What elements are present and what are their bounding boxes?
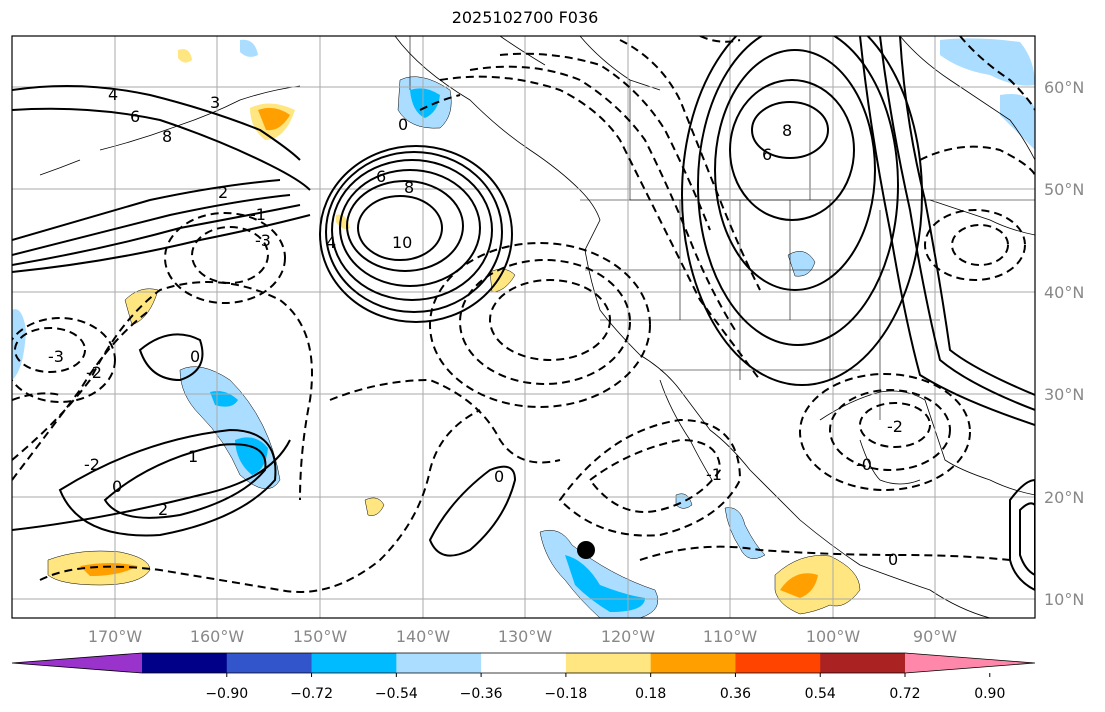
- dashed-contours: [12, 36, 1035, 593]
- lat-label: 20°N: [1044, 488, 1084, 507]
- blue-shading: [12, 38, 1035, 618]
- map-frame: [11, 35, 1036, 619]
- colorbar-segment: [142, 653, 228, 673]
- lon-label: 100°W: [806, 627, 861, 646]
- colorbar-tick-label: −0.90: [205, 686, 248, 702]
- colorbar-segment: [311, 653, 397, 673]
- svg-text:6: 6: [376, 167, 386, 186]
- colorbar-tick-label: 0.72: [889, 686, 920, 702]
- colorbar-extend-low: [12, 653, 142, 673]
- colorbar-outline: [11, 652, 1036, 674]
- svg-text:8: 8: [782, 121, 792, 140]
- colorbar-tick-label: −0.72: [290, 686, 333, 702]
- svg-text:-1: -1: [250, 205, 266, 224]
- svg-text:2: 2: [158, 500, 168, 519]
- contour-labels: 6 8 10 6 8 4 3 2 -2 -3 -1 0 0 0 -2 -0 0 …: [48, 85, 903, 569]
- svg-text:6: 6: [130, 107, 140, 126]
- colorbar-segment: [820, 653, 906, 673]
- svg-text:4: 4: [108, 85, 118, 104]
- colorbar-extend-high: [905, 653, 1035, 673]
- colorbar-segment: [650, 653, 736, 673]
- colorbar-tick-label: 0.90: [974, 686, 1005, 702]
- lat-label: 50°N: [1044, 180, 1084, 199]
- lat-label: 60°N: [1044, 78, 1084, 97]
- coastlines: [39, 36, 1035, 618]
- lat-label: 40°N: [1044, 283, 1084, 302]
- colorbar-tick-label: −0.36: [460, 686, 503, 702]
- lat-label: 30°N: [1044, 385, 1084, 404]
- svg-text:0: 0: [190, 347, 200, 366]
- svg-text:-1: -1: [706, 465, 722, 484]
- lon-label: 160°W: [190, 627, 245, 646]
- longitude-labels: 170°W 160°W 150°W 140°W 130°W 120°W 110°…: [88, 627, 957, 646]
- svg-text:-2: -2: [887, 417, 903, 436]
- lon-label: 110°W: [703, 627, 758, 646]
- colorbar-tick-label: −0.18: [544, 686, 587, 702]
- svg-text:-2: -2: [84, 455, 100, 474]
- colorbar-tick-label: 0.18: [635, 686, 666, 702]
- colorbar-segment: [481, 653, 567, 673]
- lon-label: 120°W: [601, 627, 656, 646]
- svg-text:10: 10: [392, 233, 412, 252]
- colorbar-segment: [565, 653, 652, 673]
- svg-text:-3: -3: [255, 231, 271, 250]
- map-title: 2025102700 F036: [451, 8, 599, 27]
- svg-text:8: 8: [162, 127, 172, 146]
- svg-text:1: 1: [188, 447, 198, 466]
- svg-text:6: 6: [762, 145, 772, 164]
- lon-label: 140°W: [396, 627, 451, 646]
- location-marker: [577, 541, 595, 559]
- lat-label: 10°N: [1044, 590, 1084, 609]
- svg-text:0: 0: [112, 477, 122, 496]
- lat-lon-grid: [12, 36, 1035, 618]
- colorbar: −0.90 −0.72 −0.54 −0.36 −0.18 0.18 0.36 0.54 0.7…: [11, 652, 1036, 702]
- colorbar-segment: [735, 653, 821, 673]
- lon-label: 130°W: [498, 627, 553, 646]
- lon-label: 150°W: [293, 627, 348, 646]
- lon-label: 90°W: [913, 627, 957, 646]
- colorbar-tick-label: 0.36: [720, 686, 751, 702]
- svg-text:-0: -0: [856, 455, 872, 474]
- colorbar-segment: [396, 653, 482, 673]
- svg-text:0: 0: [398, 115, 408, 134]
- svg-text:8: 8: [404, 178, 414, 197]
- svg-text:-2: -2: [86, 363, 102, 382]
- svg-text:4: 4: [326, 233, 336, 252]
- borders: [409, 36, 1035, 420]
- svg-text:0: 0: [888, 550, 898, 569]
- svg-text:3: 3: [210, 93, 220, 112]
- colorbar-tick-label: −0.54: [375, 686, 418, 702]
- lon-label: 170°W: [88, 627, 143, 646]
- colorbar-segment: [226, 653, 313, 673]
- solid-contours: [12, 36, 1035, 592]
- colorbar-tick-label: 0.54: [805, 686, 836, 702]
- svg-text:0: 0: [494, 467, 504, 486]
- latitude-labels: 60°N 50°N 40°N 30°N 20°N 10°N: [1044, 78, 1084, 609]
- svg-text:2: 2: [218, 183, 228, 202]
- svg-text:-3: -3: [48, 347, 64, 366]
